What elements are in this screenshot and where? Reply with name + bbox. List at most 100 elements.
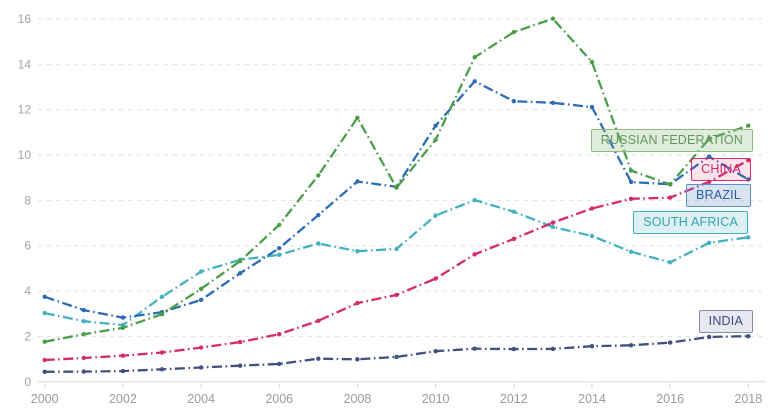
data-point-india[interactable] <box>394 354 399 360</box>
data-point-india[interactable] <box>472 346 477 351</box>
data-point-south-africa[interactable] <box>628 249 634 254</box>
data-point-russian-federation[interactable] <box>550 16 556 21</box>
data-point-south-africa[interactable] <box>550 224 556 230</box>
x-axis-tick-label: 2012 <box>500 392 528 406</box>
data-point-brazil[interactable] <box>628 179 634 185</box>
series-line-china[interactable] <box>44 159 749 362</box>
data-point-india[interactable] <box>198 365 204 370</box>
data-point-russian-federation[interactable] <box>159 312 165 317</box>
data-point-china[interactable] <box>433 276 438 281</box>
data-point-india[interactable] <box>238 363 243 368</box>
data-point-south-africa[interactable] <box>277 252 282 257</box>
data-point-india[interactable] <box>589 344 595 349</box>
series-label-brazil[interactable]: BRAZIL <box>686 184 751 207</box>
data-point-russian-federation[interactable] <box>589 59 595 65</box>
data-point-brazil[interactable] <box>120 315 126 320</box>
data-point-india[interactable] <box>746 334 751 339</box>
data-point-russian-federation[interactable] <box>81 332 87 337</box>
data-point-india[interactable] <box>433 349 438 354</box>
data-point-brazil[interactable] <box>238 271 243 276</box>
data-point-russian-federation[interactable] <box>355 115 360 121</box>
data-point-brazil[interactable] <box>42 294 47 299</box>
data-point-china[interactable] <box>394 292 399 298</box>
data-point-south-africa[interactable] <box>394 246 399 252</box>
data-point-south-africa[interactable] <box>667 260 673 265</box>
data-point-india[interactable] <box>42 369 47 374</box>
data-point-south-africa[interactable] <box>511 209 516 214</box>
data-point-brazil[interactable] <box>550 100 556 106</box>
series-line-india[interactable] <box>44 335 749 373</box>
data-point-south-africa[interactable] <box>159 294 165 299</box>
data-point-russian-federation[interactable] <box>394 185 399 190</box>
data-point-south-africa[interactable] <box>316 241 321 246</box>
data-point-russian-federation[interactable] <box>433 137 438 142</box>
data-point-china[interactable] <box>589 206 595 211</box>
series-line-brazil[interactable] <box>44 80 749 319</box>
data-point-india[interactable] <box>81 369 87 374</box>
data-point-brazil[interactable] <box>316 212 321 218</box>
data-point-russian-federation[interactable] <box>746 123 751 128</box>
data-point-brazil[interactable] <box>589 104 595 110</box>
data-point-south-africa[interactable] <box>81 319 87 324</box>
data-point-china[interactable] <box>42 357 47 363</box>
data-point-russian-federation[interactable] <box>277 222 282 228</box>
data-point-china[interactable] <box>550 220 556 225</box>
data-point-russian-federation[interactable] <box>238 258 243 264</box>
data-point-brazil[interactable] <box>355 179 360 184</box>
data-point-russian-federation[interactable] <box>198 286 204 291</box>
y-axis-tick-label: 4 <box>24 284 31 298</box>
data-point-india[interactable] <box>667 340 673 345</box>
data-point-south-africa[interactable] <box>198 269 204 274</box>
data-point-india[interactable] <box>277 361 282 367</box>
data-point-brazil[interactable] <box>277 246 282 251</box>
data-point-russian-federation[interactable] <box>42 339 47 344</box>
data-point-china[interactable] <box>511 236 516 242</box>
data-point-brazil[interactable] <box>81 307 87 313</box>
data-point-india[interactable] <box>628 343 634 348</box>
series-label-china[interactable]: CHINA <box>691 158 751 181</box>
data-point-india[interactable] <box>707 334 712 340</box>
data-point-russian-federation[interactable] <box>316 173 321 178</box>
data-point-russian-federation[interactable] <box>628 168 634 173</box>
data-point-china[interactable] <box>277 332 282 337</box>
data-point-russian-federation[interactable] <box>472 55 477 60</box>
data-point-india[interactable] <box>316 356 321 361</box>
data-point-china[interactable] <box>81 355 87 361</box>
data-point-india[interactable] <box>159 367 165 372</box>
data-point-brazil[interactable] <box>198 297 204 303</box>
series-label-russian-federation[interactable]: RUSSIAN FEDERATION <box>590 129 753 152</box>
series-label-india[interactable]: INDIA <box>698 310 753 333</box>
data-point-china[interactable] <box>667 195 673 200</box>
data-point-south-africa[interactable] <box>589 233 595 239</box>
data-point-south-africa[interactable] <box>42 310 47 316</box>
data-point-brazil[interactable] <box>511 99 516 104</box>
data-point-china[interactable] <box>198 345 204 350</box>
data-point-china[interactable] <box>120 353 126 358</box>
data-point-india[interactable] <box>550 346 556 352</box>
data-point-india[interactable] <box>511 346 516 352</box>
data-point-russian-federation[interactable] <box>120 325 126 330</box>
x-axis-tick-label: 2000 <box>31 392 59 406</box>
data-point-south-africa[interactable] <box>746 235 751 240</box>
data-point-south-africa[interactable] <box>472 197 477 203</box>
data-point-south-africa[interactable] <box>707 240 712 245</box>
data-point-russian-federation[interactable] <box>667 182 673 187</box>
data-point-south-africa[interactable] <box>433 213 438 218</box>
data-point-russian-federation[interactable] <box>707 136 712 141</box>
data-point-china[interactable] <box>159 350 165 355</box>
data-point-brazil[interactable] <box>707 154 712 159</box>
data-point-india[interactable] <box>120 368 126 374</box>
data-point-brazil[interactable] <box>433 123 438 128</box>
data-point-china[interactable] <box>316 318 321 323</box>
data-point-china[interactable] <box>355 300 360 306</box>
data-point-china[interactable] <box>746 158 751 163</box>
data-point-brazil[interactable] <box>472 79 477 84</box>
series-label-south-africa[interactable]: SOUTH AFRICA <box>633 211 748 234</box>
data-point-china[interactable] <box>628 196 634 201</box>
data-point-china[interactable] <box>472 252 477 257</box>
data-point-south-africa[interactable] <box>355 249 360 254</box>
data-point-russian-federation[interactable] <box>511 29 516 35</box>
data-point-india[interactable] <box>355 357 360 362</box>
data-point-china[interactable] <box>238 339 243 345</box>
